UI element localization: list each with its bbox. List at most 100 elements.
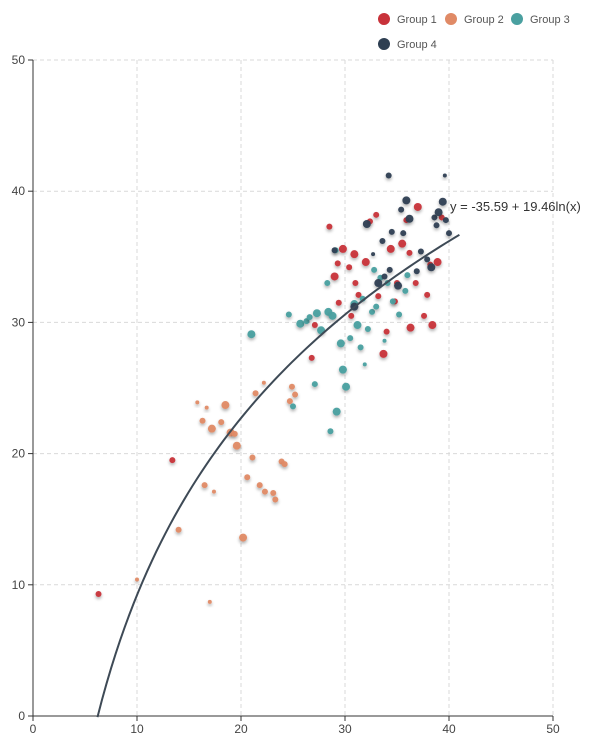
point-group2-8: [221, 401, 230, 410]
legend-label-group4[interactable]: Group 4: [397, 39, 437, 51]
point-group2-21: [281, 461, 288, 468]
point-group3-1: [285, 311, 292, 318]
point-group4-15: [431, 214, 438, 221]
point-group3-19: [357, 344, 364, 351]
point-group1-26: [424, 291, 431, 298]
point-group2-11: [232, 441, 241, 450]
point-group3-14: [342, 382, 351, 391]
point-group4-19: [446, 230, 452, 237]
legend-marker-group1[interactable]: [378, 13, 390, 25]
point-group4-25: [433, 222, 440, 229]
point-group2-26: [135, 577, 139, 582]
y-tick-label-2: 20: [12, 447, 26, 461]
x-tick-label-0: 0: [30, 722, 37, 733]
point-group2-25: [261, 380, 266, 385]
trendline-equation: y = -35.59 + 19.46ln(x): [450, 199, 581, 214]
trendline: y = -35.59 + 19.46ln(x): [96, 199, 581, 718]
grid-lines: [33, 59, 554, 716]
point-group1-2: [308, 354, 315, 361]
point-group1-15: [375, 293, 382, 300]
point-group1-17: [383, 328, 390, 335]
point-group3-5: [306, 314, 313, 321]
point-group2-12: [239, 533, 248, 542]
y-tick-label-1: 10: [12, 578, 26, 592]
point-group3-6: [312, 309, 321, 318]
point-group3-12: [336, 339, 345, 348]
point-group3-32: [404, 272, 411, 279]
point-group2-17: [261, 488, 268, 495]
y-tick-label-4: 40: [12, 184, 26, 198]
point-group1-29: [433, 258, 442, 267]
legend-marker-group4[interactable]: [378, 38, 390, 50]
point-group1-22: [406, 323, 415, 332]
x-tick-label-4: 40: [442, 722, 456, 733]
point-group3-11: [332, 407, 341, 416]
point-group4-18: [442, 217, 449, 224]
point-group4-17: [438, 197, 447, 206]
x-tick-label-1: 10: [130, 722, 144, 733]
point-group4-5: [386, 266, 393, 273]
point-group2-6: [211, 489, 216, 494]
point-group1-24: [413, 202, 422, 211]
legend-label-group2[interactable]: Group 2: [464, 14, 504, 26]
x-tick-label-2: 20: [234, 722, 248, 733]
legend-label-group3[interactable]: Group 3: [530, 14, 570, 26]
x-tick-label-5: 50: [546, 722, 560, 733]
point-group2-22: [288, 383, 295, 390]
point-group3-13: [338, 365, 347, 374]
point-group1-7: [338, 244, 347, 253]
point-group2-0: [175, 526, 182, 533]
point-group1-3: [311, 322, 318, 329]
point-group4-7: [394, 281, 403, 290]
point-group3-0: [247, 330, 256, 339]
legend-marker-group3[interactable]: [511, 13, 523, 25]
point-group4-16: [434, 208, 443, 217]
point-group1-1: [169, 457, 176, 464]
point-group3-15: [347, 335, 354, 342]
point-group1-16: [379, 349, 388, 358]
point-group4-24: [379, 238, 386, 245]
point-group4-4: [381, 273, 388, 280]
legend-marker-group2[interactable]: [445, 13, 457, 25]
point-group3-27: [324, 280, 331, 287]
point-group1-9: [350, 250, 359, 259]
point-group2-23: [292, 391, 299, 398]
point-group2-4: [204, 405, 209, 410]
point-group1-12: [361, 258, 370, 267]
point-group3-26: [396, 311, 403, 318]
point-group2-18: [270, 489, 277, 496]
point-group4-11: [405, 214, 414, 223]
point-group4-10: [402, 196, 411, 205]
point-group4-6: [388, 228, 395, 235]
point-group2-27: [286, 398, 293, 405]
point-group2-19: [272, 496, 279, 503]
point-group1-6: [334, 260, 341, 267]
legend: Group 1 Group 2 Group 3 Group 4: [378, 13, 570, 51]
point-group4-23: [413, 268, 420, 275]
point-group4-2: [362, 220, 371, 228]
point-group4-12: [417, 248, 424, 255]
point-group2-13: [244, 474, 251, 481]
point-group3-22: [373, 303, 380, 310]
axes: 0 10 20 30 40 50 0 10 20 30 40 50: [12, 53, 560, 736]
point-group1-5: [330, 272, 339, 281]
trendline-path: [96, 233, 460, 718]
point-group4-22: [371, 252, 376, 257]
point-group2-7: [218, 419, 225, 426]
point-group4-3: [374, 279, 383, 288]
point-group2-15: [252, 390, 259, 397]
point-group2-10: [231, 430, 238, 437]
point-group1-8: [346, 264, 353, 271]
point-group4-20: [385, 172, 392, 179]
point-group3-9: [328, 311, 337, 320]
point-group4-13: [424, 256, 431, 263]
point-group1-18: [386, 244, 395, 253]
point-group2-2: [199, 417, 206, 424]
data-points: [95, 172, 452, 604]
point-group1-28: [428, 321, 437, 330]
point-group3-21: [369, 308, 376, 315]
x-tick-label-3: 30: [338, 722, 352, 733]
legend-label-group1[interactable]: Group 1: [397, 14, 437, 26]
point-group1-11: [355, 291, 362, 298]
